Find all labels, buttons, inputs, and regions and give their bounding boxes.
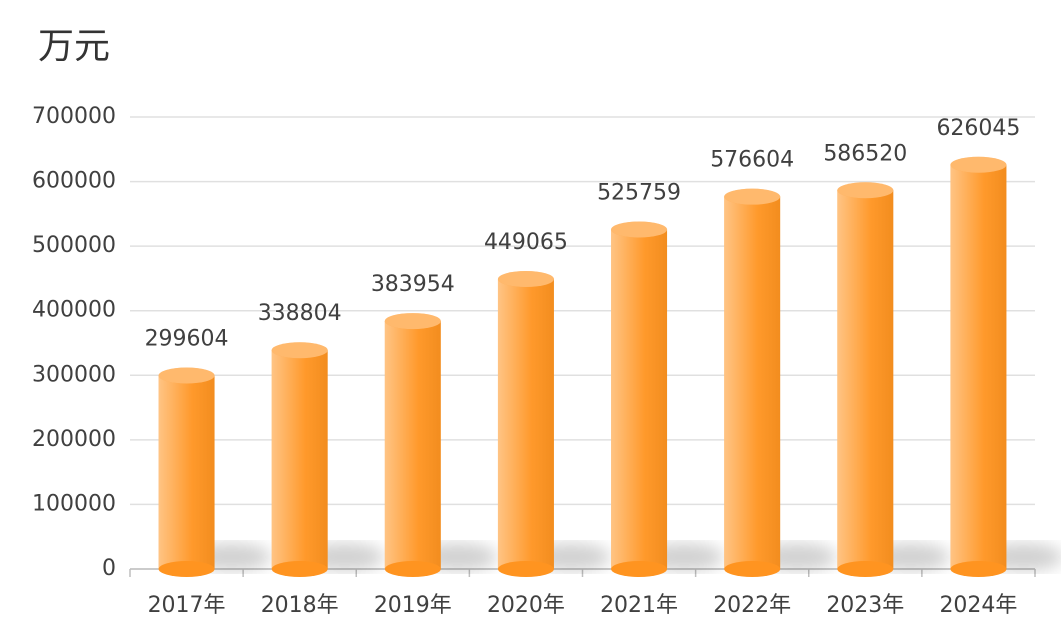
data-label: 299604	[145, 327, 229, 352]
x-tick-label: 2017年	[148, 593, 226, 618]
data-label: 586520	[823, 141, 907, 166]
bar-bottom	[497, 561, 554, 577]
bar-bottom	[271, 561, 328, 577]
bar-top-shine	[837, 182, 894, 199]
x-tick-label: 2019年	[374, 593, 452, 618]
x-tick-label: 2020年	[487, 593, 565, 618]
bar-bottom	[950, 561, 1007, 577]
data-label: 383954	[371, 272, 455, 297]
y-tick-label: 700000	[32, 104, 116, 129]
x-tick-label: 2023年	[826, 593, 904, 618]
bar-top	[384, 313, 441, 330]
bar-top-shine	[271, 342, 328, 359]
y-tick-label: 300000	[32, 362, 116, 387]
bar-top-shine	[611, 221, 668, 238]
bar-top	[724, 188, 781, 205]
bar-top-shine	[384, 313, 441, 330]
bar-top	[497, 271, 554, 288]
y-tick-label: 500000	[32, 233, 116, 258]
bar-top	[950, 156, 1007, 173]
y-tick-label: 100000	[32, 491, 116, 516]
bar-shine	[271, 350, 328, 569]
y-tick-label: 600000	[32, 169, 116, 194]
data-label: 338804	[258, 301, 342, 326]
bar-top	[611, 221, 668, 238]
bar-shine	[158, 375, 215, 569]
bar-bottom	[384, 561, 441, 577]
bar-bottom	[724, 561, 781, 577]
bar-shine	[837, 190, 894, 570]
x-tick-label: 2024年	[939, 593, 1017, 618]
bar-top	[271, 342, 328, 359]
bar-top	[837, 182, 894, 199]
chart-title: 万元	[38, 26, 110, 67]
data-label: 576604	[710, 148, 794, 173]
data-label: 626045	[936, 116, 1020, 141]
data-label: 525759	[597, 181, 681, 206]
x-tick-label: 2021年	[600, 593, 678, 618]
bar-top-shine	[158, 367, 215, 384]
bar-top-shine	[950, 156, 1007, 173]
bar-bottom	[837, 561, 894, 577]
y-tick-label: 400000	[32, 298, 116, 323]
bar-bottom	[611, 561, 668, 577]
bar-shine	[611, 229, 668, 570]
bar-top-shine	[724, 188, 781, 205]
bar-shine	[497, 279, 554, 569]
x-tick-label: 2018年	[261, 593, 339, 618]
bar-shine	[724, 196, 781, 569]
data-label: 449065	[484, 230, 568, 255]
bar-shine	[950, 164, 1007, 570]
bar-shine	[384, 321, 441, 569]
y-tick-label: 200000	[32, 427, 116, 452]
bar-top	[158, 367, 215, 384]
bar-bottom	[158, 561, 215, 577]
bar-top-shine	[497, 271, 554, 288]
x-tick-label: 2022年	[713, 593, 791, 618]
y-tick-label: 0	[102, 556, 116, 581]
